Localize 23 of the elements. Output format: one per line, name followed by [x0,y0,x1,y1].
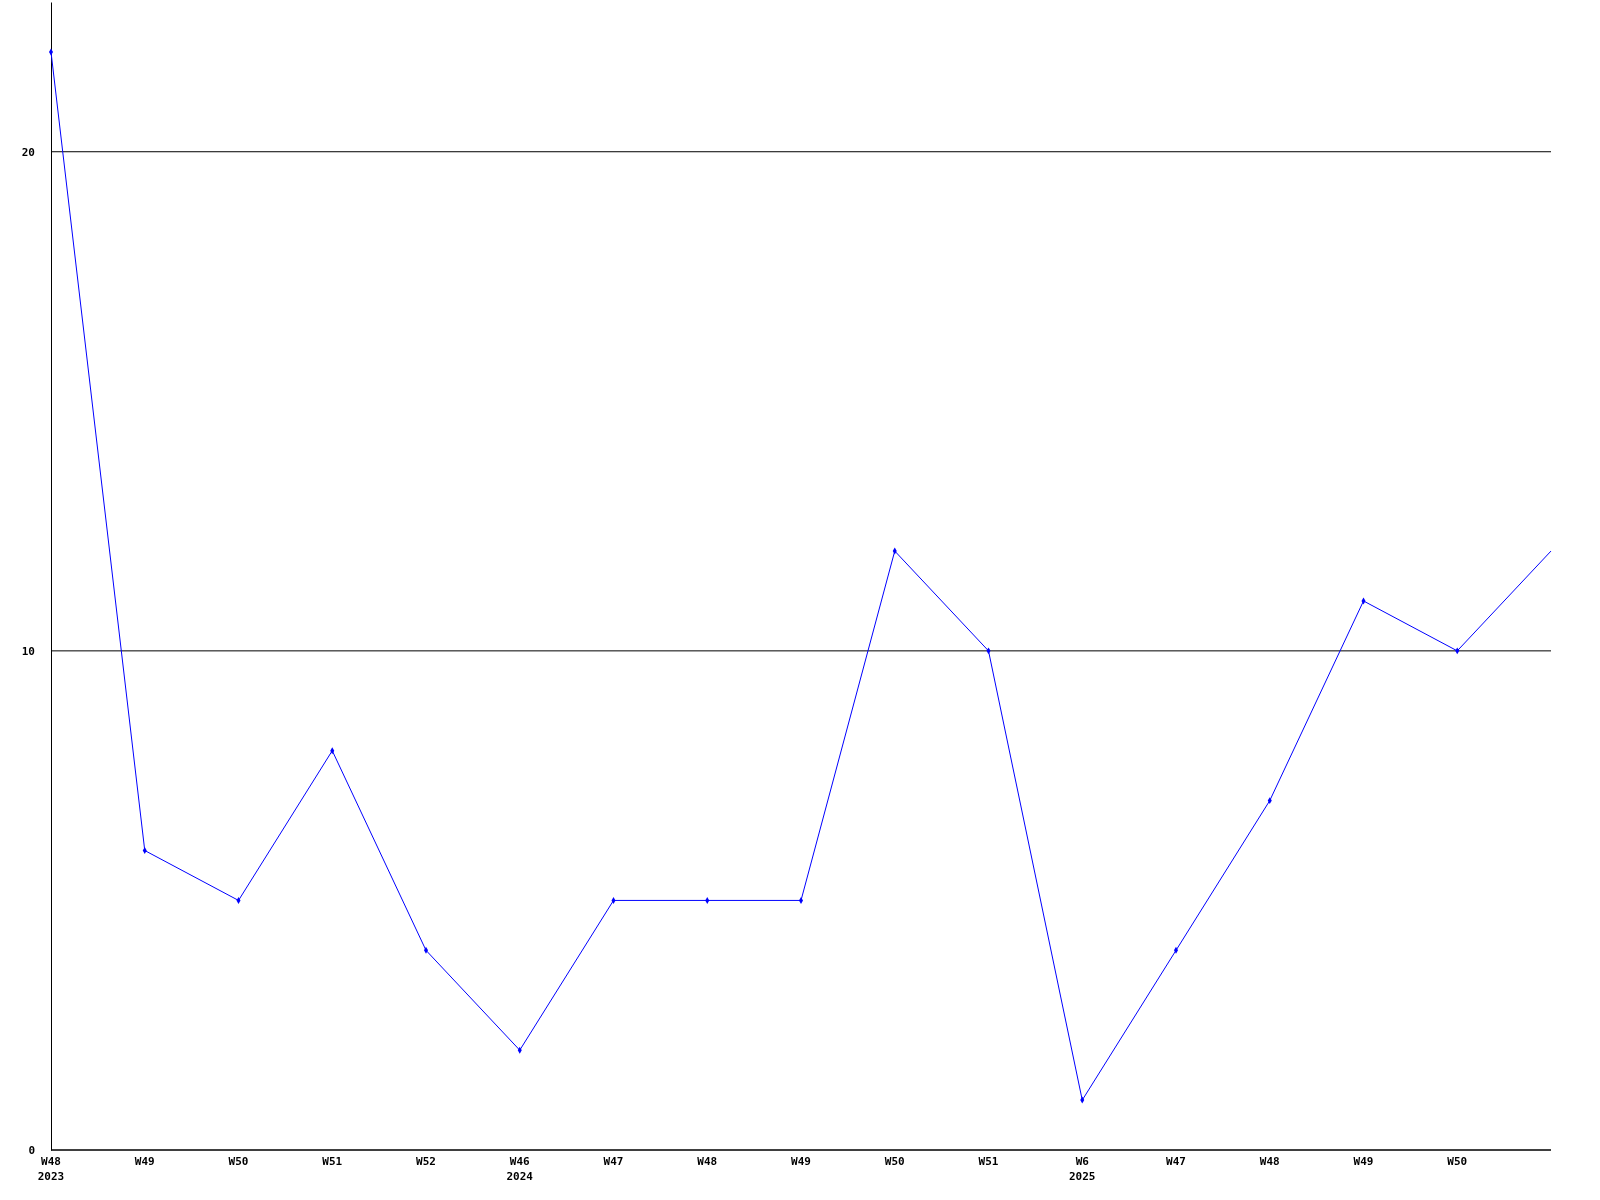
x-tick-label: W51 [978,1155,999,1168]
x-tick-label: W52 [416,1155,436,1168]
y-tick-label: 20 [21,145,35,159]
point [423,946,429,954]
x-tick-label: W46 2024 [506,1155,534,1183]
x-tick-label: W6 2025 [1069,1155,1096,1183]
x-tick-label: W47 [1166,1155,1186,1168]
x-tick-label: W49 [134,1155,155,1168]
x-tick-label: W48 [697,1155,718,1168]
x-tick-label: W50 [884,1155,905,1168]
x-tick-label: W47 [603,1155,624,1168]
point [142,847,147,854]
x-tick-label: W49 [1353,1155,1374,1168]
x-tick-label: W49 [791,1155,811,1168]
x-tick-label: W50 [1447,1155,1468,1168]
y-tick-label: 10 [21,644,35,658]
y-tick-label: 0 [28,1143,35,1157]
x-tick-label: W48 [1259,1155,1280,1168]
x-tick-label: W48 2023 [37,1155,65,1183]
point [1173,946,1179,954]
point [48,48,54,56]
x-tick-label: W51 [322,1155,343,1168]
x-tick-label: W50 [228,1155,249,1168]
